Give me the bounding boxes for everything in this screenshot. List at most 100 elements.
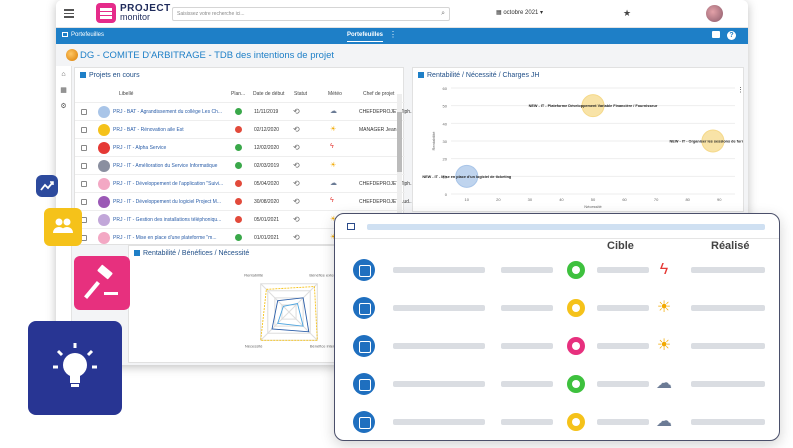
- settings-icon[interactable]: ⚙: [60, 103, 67, 110]
- list-item[interactable]: ϟ: [335, 251, 779, 287]
- project-name[interactable]: PRJ - IT - Amélioration du Service Infor…: [113, 163, 218, 169]
- list-item[interactable]: ☁: [335, 365, 779, 401]
- more-icon[interactable]: ⋮: [389, 30, 397, 39]
- search-icon[interactable]: ⌕: [441, 10, 445, 17]
- help-icon[interactable]: ?: [727, 31, 736, 40]
- x-tick-label: 20: [496, 197, 501, 202]
- list-item[interactable]: ☁: [335, 403, 779, 439]
- project-manager: CHEFDEPROJET Tiph...: [359, 109, 415, 115]
- table-row[interactable]: PRJ - IT - Alpha Service 12/02/2020 ⟲ ϟ: [75, 138, 405, 156]
- storm-icon: ϟ: [330, 197, 334, 204]
- project-name[interactable]: PRJ - IT - Alpha Service: [113, 145, 167, 151]
- project-icon: [66, 49, 78, 61]
- target-status-dot: [567, 337, 585, 355]
- status-icon: ⟲: [293, 161, 300, 170]
- point-label: NEW - IT - Plateforme Développement Vari…: [529, 104, 658, 108]
- col-meteo[interactable]: Météo: [328, 91, 342, 97]
- search-input[interactable]: Saisissez votre recherche ici... ⌕: [172, 7, 450, 21]
- date-selector-label: octobre 2021 ▾: [503, 10, 544, 16]
- table-row[interactable]: PRJ - IT - Développement de l'applicatio…: [75, 174, 414, 192]
- avatar[interactable]: [706, 5, 723, 22]
- edit-icon[interactable]: [81, 199, 87, 205]
- calendar-icon[interactable]: [353, 373, 375, 395]
- placeholder-bar: [597, 343, 649, 349]
- scatter-point: [455, 164, 479, 188]
- start-date: 11/11/2019: [254, 109, 279, 115]
- gavel-icon: [74, 256, 130, 310]
- placeholder-bar: [501, 267, 553, 273]
- list-item[interactable]: ☀: [335, 327, 779, 363]
- project-icon: [98, 160, 110, 172]
- placeholder-bar: [691, 305, 765, 311]
- col-statut[interactable]: Statut: [294, 91, 308, 97]
- logo-line1: PROJECT: [120, 3, 171, 14]
- grid-icon[interactable]: ▦: [60, 87, 67, 94]
- edit-icon[interactable]: [81, 127, 87, 133]
- date-selector[interactable]: ▦ octobre 2021 ▾: [496, 9, 543, 16]
- team-icon: [44, 208, 82, 246]
- project-name[interactable]: PRJ - BAT - Rénovation aile Est: [113, 127, 184, 133]
- target-status-dot: [567, 375, 585, 393]
- sun-icon: ☀: [330, 216, 337, 223]
- logo[interactable]: PROJECT monitor: [96, 3, 171, 23]
- table-row[interactable]: PRJ - BAT - Agrandissement du collège Le…: [75, 102, 414, 120]
- calendar-icon[interactable]: [353, 297, 375, 319]
- placeholder-bar: [501, 305, 553, 311]
- radar-axis-label: Nécessité: [245, 343, 263, 348]
- table-row[interactable]: PRJ - IT - Développement du logiciel Pro…: [75, 192, 413, 210]
- calendar-icon[interactable]: [353, 411, 375, 433]
- scrollbar[interactable]: [397, 94, 402, 240]
- project-name[interactable]: PRJ - BAT - Agrandissement du collège Le…: [113, 109, 223, 115]
- y-tick-label: 30: [443, 139, 448, 144]
- calendar-icon[interactable]: [353, 335, 375, 357]
- start-date: 02/03/2019: [254, 163, 280, 169]
- col-libelle[interactable]: Libellé: [119, 91, 134, 97]
- tab-portefeuilles[interactable]: Portefeuilles: [347, 32, 384, 42]
- project-icon: [98, 232, 110, 244]
- project-name[interactable]: PRJ - IT - Gestion des installations tél…: [113, 217, 222, 223]
- col-chef[interactable]: Chef de projet: [363, 91, 395, 97]
- project-name[interactable]: PRJ - IT - Développement de l'applicatio…: [113, 181, 223, 187]
- edit-icon[interactable]: [81, 163, 87, 169]
- table-row[interactable]: PRJ - IT - Amélioration du Service Infor…: [75, 156, 405, 174]
- edit-icon[interactable]: [81, 181, 87, 187]
- radar-series: [271, 297, 310, 333]
- placeholder-bar: [597, 419, 649, 425]
- placeholder-bar: [501, 381, 553, 387]
- table-row[interactable]: PRJ - BAT - Rénovation aile Est 02/12/202…: [75, 120, 405, 138]
- nav-bar: Portefeuilles Portefeuilles ⋮ ?: [56, 28, 748, 44]
- list-item[interactable]: ☀: [335, 289, 779, 325]
- placeholder-bar: [691, 267, 765, 273]
- target-status-dot: [567, 299, 585, 317]
- radar-chart-title: Rentabilité / Bénéfices / Nécessité: [143, 250, 250, 257]
- scrollbar-thumb[interactable]: [397, 112, 402, 172]
- more-icon[interactable]: ⋮: [737, 87, 744, 94]
- edit-icon[interactable]: [81, 145, 87, 151]
- radar-axis: [260, 311, 290, 341]
- project-name[interactable]: PRJ - IT - Développement du logiciel Pro…: [113, 199, 222, 205]
- breadcrumb-label: Portefeuilles: [71, 32, 105, 39]
- x-tick-label: 90: [717, 197, 722, 202]
- project-name[interactable]: PRJ - IT - Mise en place d'une plateform…: [113, 235, 217, 241]
- calendar-icon[interactable]: [353, 259, 375, 281]
- scatter-chart: 0 10 20 30 40 50 60 10 20 30 40 50 60 70 80 90 Nécessité…: [422, 86, 743, 209]
- breadcrumb[interactable]: Portefeuilles: [62, 32, 104, 38]
- favorite-star-icon[interactable]: ★: [623, 8, 632, 18]
- col-plan[interactable]: Plan...: [231, 91, 246, 97]
- edit-icon[interactable]: [81, 109, 87, 115]
- y-tick-label: 50: [443, 104, 448, 109]
- y-tick-label: 10: [443, 174, 448, 179]
- placeholder-bar: [393, 305, 485, 311]
- home-icon[interactable]: ⌂: [61, 71, 66, 78]
- plan-status-icon: [235, 198, 242, 205]
- col-realise: Réalisé: [711, 240, 750, 252]
- chat-icon[interactable]: [712, 31, 720, 38]
- start-date: 02/12/2020: [254, 127, 280, 133]
- col-date[interactable]: Date de début: [253, 91, 285, 97]
- projects-title: Projets en cours: [89, 72, 140, 79]
- radar-chart: Rentabilité Bénéfice externe Bénéfice inte…: [244, 273, 340, 349]
- menu-icon[interactable]: [64, 9, 74, 20]
- target-status-dot: [567, 261, 585, 279]
- plan-status-icon: [235, 216, 242, 223]
